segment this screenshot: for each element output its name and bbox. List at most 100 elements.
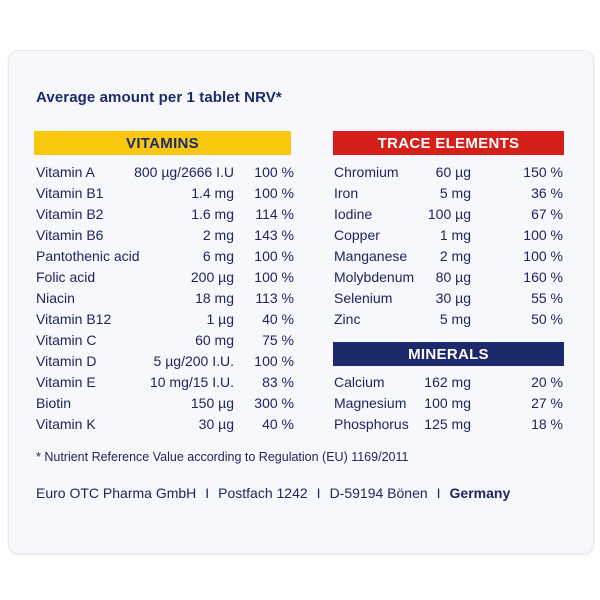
nutrient-row: Vitamin D 5 µg/200 I.U. 100 % — [36, 351, 294, 372]
nutrient-name: Copper — [334, 227, 380, 243]
nutrient-row: Iron 5 mg 36 % — [334, 183, 563, 204]
minerals-header: MINERALS — [333, 342, 564, 366]
nutrient-row: Calcium 162 mg 20 % — [334, 372, 563, 393]
nutrient-row: Vitamin B6 2 mg 143 % — [36, 225, 294, 246]
nutrient-amount: 18 mg — [195, 290, 234, 306]
vitamins-header: VITAMINS — [34, 131, 291, 155]
nutrient-nrv: 100 % — [254, 353, 294, 369]
postbox: Postfach 1242 — [218, 485, 308, 501]
nutrient-nrv: 143 % — [254, 227, 294, 243]
nutrient-amount: 30 µg — [198, 416, 234, 432]
nutrient-name: Niacin — [36, 290, 75, 306]
nutrient-name: Vitamin B6 — [36, 227, 104, 243]
nutrient-row: Zinc 5 mg 50 % — [334, 309, 563, 330]
nutrient-row: Vitamin B12 1 µg 40 % — [36, 309, 294, 330]
nutrient-nrv: 50 % — [531, 311, 563, 327]
nutrient-row: Biotin 150 µg 300 % — [36, 393, 294, 414]
nutrient-row: Iodine 100 µg 67 % — [334, 204, 563, 225]
nutrient-nrv: 75 % — [262, 332, 294, 348]
nutrient-amount: 800 µg/2666 I.U — [134, 164, 234, 180]
nutrient-amount: 150 µg — [190, 395, 234, 411]
nutrient-name: Phosphorus — [334, 416, 409, 432]
nutrient-nrv: 160 % — [523, 269, 563, 285]
nutrient-name: Vitamin A — [36, 164, 95, 180]
country: Germany — [449, 485, 511, 501]
nutrient-nrv: 100 % — [254, 185, 294, 201]
manufacturer-address: Euro OTC Pharma GmbH I Postfach 1242 I D-591… — [36, 485, 510, 501]
minerals-table: Calcium 162 mg 20 % Magnesium 100 mg 27 % Phos… — [334, 372, 563, 435]
nutrient-row: Phosphorus 125 mg 18 % — [334, 414, 563, 435]
nutrient-name: Vitamin C — [36, 332, 97, 348]
nutrient-amount: 1 mg — [439, 227, 471, 243]
company-name: Euro OTC Pharma GmbH — [36, 485, 197, 501]
nutrient-name: Magnesium — [334, 395, 407, 411]
nutrient-nrv: 150 % — [523, 164, 563, 180]
nutrient-amount: 1.4 mg — [191, 185, 234, 201]
nutrient-nrv: 55 % — [531, 290, 563, 306]
nutrient-row: Vitamin A 800 µg/2666 I.U 100 % — [36, 162, 294, 183]
nutrient-amount: 1.6 mg — [191, 206, 234, 222]
nutrient-name: Vitamin K — [36, 416, 96, 432]
nutrient-name: Molybdenum — [334, 269, 415, 285]
nutrient-amount: 60 mg — [195, 332, 234, 348]
nutrient-row: Selenium 30 µg 55 % — [334, 288, 563, 309]
nutrient-name: Vitamin B12 — [36, 311, 112, 327]
nutrient-name: Calcium — [334, 374, 385, 390]
nutrient-name: Biotin — [36, 395, 72, 411]
nutrient-amount: 5 mg — [439, 311, 471, 327]
nutrient-nrv: 83 % — [262, 374, 294, 390]
nutrient-nrv: 40 % — [262, 311, 294, 327]
nutrient-row: Vitamin C 60 mg 75 % — [36, 330, 294, 351]
nutrient-name: Chromium — [334, 164, 399, 180]
nutrient-name: Vitamin B2 — [36, 206, 104, 222]
nutrient-name: Folic acid — [36, 269, 96, 285]
nutrient-amount: 2 mg — [439, 248, 471, 264]
nutrient-row: Manganese 2 mg 100 % — [334, 246, 563, 267]
nutrient-row: Copper 1 mg 100 % — [334, 225, 563, 246]
nutrient-nrv: 113 % — [255, 290, 294, 306]
city: D-59194 Bönen — [329, 485, 428, 501]
nutrient-nrv: 18 % — [531, 416, 563, 432]
nutrient-row: Molybdenum 80 µg 160 % — [334, 267, 563, 288]
nutrient-row: Niacin 18 mg 113 % — [36, 288, 294, 309]
nutrient-nrv: 300 % — [254, 395, 294, 411]
nutrient-nrv: 40 % — [262, 416, 294, 432]
nutrient-amount: 10 mg/15 I.U. — [149, 374, 234, 390]
nutrient-nrv: 100 % — [523, 248, 563, 264]
nutrient-amount: 6 mg — [202, 248, 234, 264]
separator: I — [436, 485, 441, 501]
nutrient-nrv: 27 % — [531, 395, 563, 411]
nutrient-amount: 5 µg/200 I.U. — [153, 353, 234, 369]
nutrient-name: Zinc — [334, 311, 361, 327]
nutrient-amount: 80 µg — [435, 269, 471, 285]
nutrient-name: Pantothenic acid — [36, 248, 140, 264]
nutrient-nrv: 100 % — [254, 164, 294, 180]
nutrient-nrv: 114 % — [255, 206, 294, 222]
vitamins-table: Vitamin A 800 µg/2666 I.U 100 % Vitamin B1 1… — [36, 162, 294, 435]
trace-elements-header: TRACE ELEMENTS — [333, 131, 564, 155]
nutrient-amount: 30 µg — [435, 290, 471, 306]
nutrient-name: Selenium — [334, 290, 393, 306]
separator: I — [316, 485, 321, 501]
nutrient-amount: 125 mg — [424, 416, 471, 432]
nutrient-amount: 5 mg — [439, 185, 471, 201]
nutrient-row: Folic acid 200 µg 100 % — [36, 267, 294, 288]
nutrient-amount: 60 µg — [435, 164, 471, 180]
nutrient-row: Pantothenic acid 6 mg 100 % — [36, 246, 294, 267]
nutrient-row: Vitamin K 30 µg 40 % — [36, 414, 294, 435]
nutrient-row: Vitamin B1 1.4 mg 100 % — [36, 183, 294, 204]
nutrient-name: Vitamin B1 — [36, 185, 104, 201]
nutrient-name: Manganese — [334, 248, 408, 264]
nutrient-amount: 200 µg — [190, 269, 234, 285]
nutrient-amount: 1 µg — [206, 311, 234, 327]
nrv-footnote: * Nutrient Reference Value according to … — [36, 450, 409, 464]
nutrition-heading: Average amount per 1 tablet NRV* — [36, 89, 282, 106]
nutrient-amount: 100 mg — [424, 395, 471, 411]
nutrient-amount: 2 mg — [202, 227, 234, 243]
nutrient-nrv: 67 % — [531, 206, 563, 222]
nutrient-nrv: 100 % — [523, 227, 563, 243]
nutrient-name: Vitamin D — [36, 353, 97, 369]
nutrient-name: Iron — [334, 185, 359, 201]
nutrient-row: Vitamin B2 1.6 mg 114 % — [36, 204, 294, 225]
nutrient-nrv: 20 % — [531, 374, 563, 390]
